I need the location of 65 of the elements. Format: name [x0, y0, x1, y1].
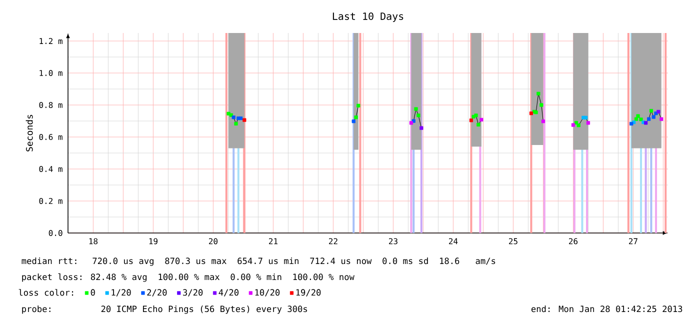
x-tick-label: 22	[328, 238, 338, 244]
chart-title: Last 10 Days	[332, 12, 404, 22]
point	[630, 122, 634, 126]
point	[476, 122, 480, 126]
x-tick-label: 18	[89, 238, 98, 244]
y-tick-label: 0.2 m	[39, 198, 62, 204]
y-tick-label: 0.0	[48, 230, 62, 236]
point	[634, 117, 638, 121]
y-tick-label: 1.0 m	[40, 70, 62, 76]
point	[639, 118, 643, 122]
text: packet loss: 82.48 % avg 100.00 % max 0.00 % min 100.00 % now	[22, 273, 354, 282]
point	[409, 121, 414, 125]
legend-title: loss color:	[18, 289, 74, 296]
legend-label: 4/20	[218, 289, 239, 296]
point	[469, 118, 474, 122]
point	[584, 116, 588, 120]
legend-label: 1/20	[112, 289, 131, 296]
point	[474, 114, 478, 118]
point	[652, 115, 656, 119]
x-tick-label: 25	[508, 238, 518, 244]
legend-label: 19/20	[296, 289, 321, 296]
point	[660, 117, 664, 121]
point	[354, 116, 358, 120]
point	[647, 117, 651, 121]
y-tick-label: 0.6 m	[39, 134, 62, 140]
point	[576, 124, 580, 128]
x-tick-label: 26	[568, 238, 578, 244]
y-tick-label: 0.8 m	[39, 102, 62, 108]
point	[242, 118, 246, 122]
x-tick-label: 20	[208, 238, 218, 244]
point	[414, 107, 418, 111]
point	[656, 110, 660, 114]
point	[536, 92, 540, 96]
text: probe: 20 ICMP Echo Pings (56 Bytes) every 300s	[22, 305, 308, 314]
x-tick-label: 21	[268, 238, 278, 244]
point	[480, 118, 484, 122]
legend-label: 0	[90, 289, 95, 296]
point	[571, 123, 576, 127]
x-tick-label: 23	[388, 238, 398, 244]
point	[352, 120, 356, 124]
point	[586, 121, 590, 125]
x-tick-label: 27	[628, 238, 638, 244]
legend-label: 10/20	[255, 289, 280, 296]
point	[416, 114, 420, 118]
legend-label: 3/20	[183, 289, 203, 296]
point	[239, 116, 243, 120]
point	[636, 114, 640, 118]
point	[232, 116, 236, 120]
point	[649, 108, 654, 113]
x-tick-label: 19	[149, 238, 158, 244]
y-tick-label: 0.4 m	[39, 166, 62, 172]
point	[541, 120, 546, 124]
text: end: Mon Jan 28 01:42:25 2013	[531, 305, 682, 312]
point	[226, 112, 230, 116]
point	[234, 122, 238, 126]
text: median rtt: 720.0 us avg 870.3 us max 654.7 us min 712.4 us now 0.0 ms sd 18.6 am/s	[22, 257, 496, 266]
point	[420, 126, 424, 130]
y-tick-label: 1.2 m	[40, 38, 62, 44]
point	[644, 121, 648, 125]
point	[356, 104, 360, 108]
point	[529, 112, 534, 116]
x-tick-label: 24	[448, 238, 458, 244]
legend-label: 2/20	[147, 289, 167, 296]
y-axis-title: Seconds	[26, 114, 33, 152]
point	[540, 103, 544, 107]
